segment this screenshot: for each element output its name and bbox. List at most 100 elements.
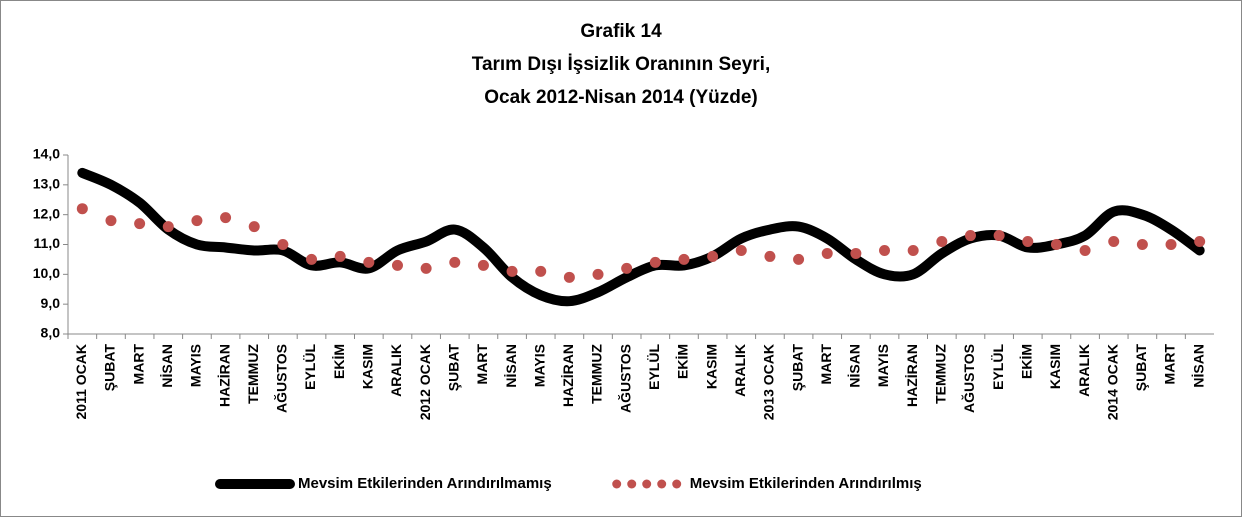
x-tick-label: MAYIS [875,344,891,387]
data-line [77,167,1205,307]
x-tick-label: 2013 OCAK [761,344,777,420]
data-point [1165,239,1177,250]
legend-label: Mevsim Etkilerinden Arındırılmamış [298,475,552,492]
data-point [477,259,489,271]
y-tick-label: 10,0 [33,265,60,281]
y-tick-label: 11,0 [34,235,61,251]
legend-symbol [642,479,652,489]
y-tick-label: 14,0 [33,146,60,162]
x-tick-label: MART [1162,344,1178,385]
x-tick-label: NİSAN [159,344,175,388]
x-tick-label: HAZİRAN [904,344,920,407]
data-point [1022,236,1034,248]
data-point [391,259,403,271]
x-tick-label: KASIM [360,344,376,389]
data-point [363,256,375,268]
x-tick-label: MAYIS [188,344,204,387]
x-tick-label: 2014 OCAK [1104,344,1120,420]
data-point [821,247,833,259]
legend-symbol [657,479,667,489]
data-point [1108,236,1120,248]
x-tick-label: TEMMUZ [245,344,261,404]
data-point [248,221,260,233]
data-point [220,212,232,224]
data-point [707,250,719,262]
x-tick-label: ŞUBAT [445,344,461,392]
chart-title: Grafik 14 [580,21,662,42]
x-tick-label: TEMMUZ [933,344,949,404]
data-point [649,256,661,268]
x-tick-label: EYLÜL [646,344,662,390]
legend-symbol [627,479,637,489]
x-tick-label: NİSAN [1190,344,1206,388]
chart-title: Ocak 2012-Nisan 2014 (Yüzde) [484,87,758,108]
y-tick-label: 9,0 [41,295,61,311]
x-tick-label: ARALIK [388,344,404,397]
data-point [735,244,747,256]
x-tick-label: KASIM [703,344,719,389]
x-tick-label: EKİM [675,344,691,379]
data-point [134,218,146,230]
x-tick-label: AĞUSTOS [273,344,290,413]
data-point [535,265,547,277]
x-tick-label: ARALIK [1076,344,1092,397]
y-tick-label: 12,0 [33,205,60,221]
data-point [277,239,289,250]
x-tick-label: NİSAN [503,344,519,388]
data-point [621,262,633,274]
x-tick-label: 2012 OCAK [417,344,433,420]
data-point [936,236,948,248]
data-point [76,203,88,215]
data-point [1079,244,1091,256]
data-point [162,221,174,233]
data-point [334,250,346,262]
x-tick-label: KASIM [1047,344,1063,389]
data-point [191,215,203,227]
data-point [964,230,976,242]
legend-label: Mevsim Etkilerinden Arındırılmış [690,475,922,492]
x-tick-label: 2011 OCAK [73,344,89,419]
x-tick-label: EYLÜL [990,344,1006,390]
x-tick-label: MART [474,344,490,385]
data-point [506,265,518,277]
data-point [678,253,690,265]
data-point [105,215,117,227]
x-tick-label: ŞUBAT [1133,344,1149,392]
x-tick-label: HAZİRAN [560,344,576,407]
x-tick-label: ARALIK [732,344,748,397]
x-tick-label: EKİM [331,344,347,379]
data-point [306,253,318,265]
x-tick-label: MART [130,344,146,385]
data-point [793,253,805,265]
legend-symbol [612,479,622,489]
x-tick-label: NİSAN [847,344,863,388]
data-point [420,262,432,274]
data-point [993,230,1005,242]
x-tick-label: MAYIS [531,344,547,387]
legend-symbol [672,479,682,489]
x-tick-label: HAZİRAN [216,344,232,407]
data-point [592,268,604,280]
data-point [563,271,575,283]
data-point [1136,239,1148,250]
x-tick-label: AĞUSTOS [960,344,977,413]
data-point [907,244,919,256]
x-tick-label: MART [818,344,834,385]
data-point [879,244,891,256]
data-point [449,256,461,268]
data-point [850,247,862,259]
y-tick-label: 13,0 [33,176,60,192]
x-tick-label: ŞUBAT [102,344,118,392]
x-tick-label: ŞUBAT [789,344,805,392]
x-tick-label: EKİM [1018,344,1034,379]
y-tick-label: 8,0 [41,325,61,341]
data-point [1050,239,1062,250]
data-point [1194,236,1206,248]
x-tick-label: TEMMUZ [589,344,605,404]
x-tick-label: AĞUSTOS [616,344,633,413]
data-point [764,250,776,262]
chart-title: Tarım Dışı İşsizlik Oranının Seyri, [472,54,770,75]
x-tick-label: EYLÜL [302,344,318,390]
